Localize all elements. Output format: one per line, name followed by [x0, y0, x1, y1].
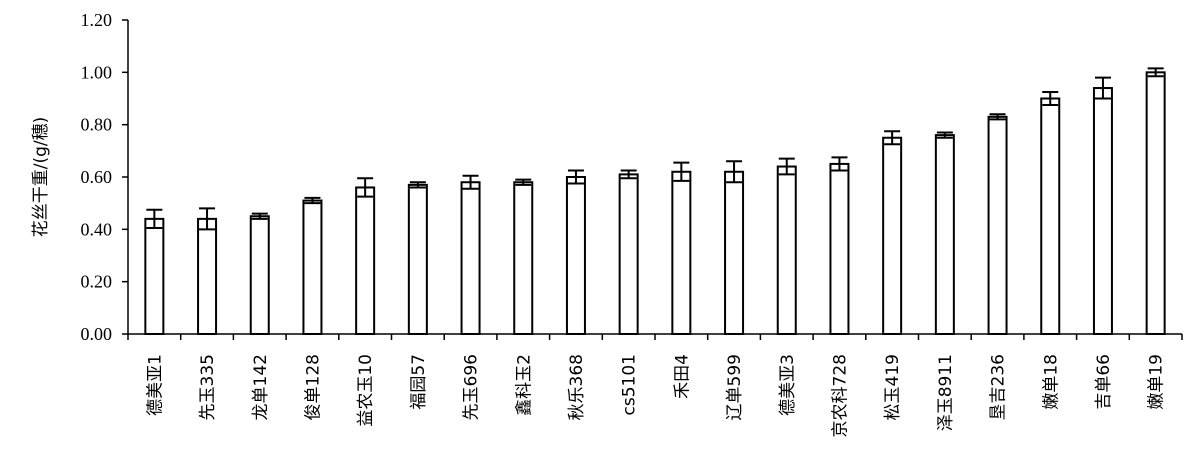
x-tick-label: 德美亚3 [778, 354, 798, 416]
bar [1092, 87, 1113, 335]
y-axis: 0.00 0.20 0.40 0.60 0.80 1.00 1.20 [81, 10, 129, 344]
x-tick-label: cs5101 [620, 354, 640, 415]
bar [144, 217, 165, 335]
x-tick-label: 嫩单19 [1147, 354, 1167, 410]
y-axis-title: 花丝干重/(g/穗) [31, 117, 51, 238]
bar [829, 162, 850, 335]
y-tick-label: 0.40 [81, 219, 113, 239]
x-tick-label: 京农科728 [830, 354, 850, 437]
bar [355, 186, 376, 335]
bars: 德美亚1 先玉335 龙单142 俊单128 益农玉10 福园57 先玉696 鑫科玉2 秋乐3… [144, 67, 1167, 437]
x-tick-label: 松玉419 [883, 354, 903, 420]
bar [618, 173, 639, 335]
bar [460, 181, 481, 335]
x-axis [127, 333, 1183, 340]
x-tick-label: 德美亚1 [145, 354, 165, 416]
x-tick-label: 龙单142 [251, 354, 271, 420]
bar [934, 134, 955, 335]
y-tick-label: 1.20 [81, 10, 113, 30]
x-tick-label: 泽玉8911 [936, 354, 956, 431]
bar [987, 115, 1008, 335]
bar [724, 170, 745, 335]
x-tick-label: 先玉696 [462, 354, 482, 420]
bar [407, 183, 428, 335]
x-tick-label: 禾田4 [672, 354, 692, 399]
bar [565, 176, 586, 335]
x-tick-label: 辽单599 [725, 354, 745, 420]
y-tick-label: 0.80 [81, 115, 113, 135]
x-tick-label: 先玉335 [198, 354, 218, 420]
bar [513, 181, 534, 335]
y-tick-label: 0.20 [81, 272, 113, 292]
bar [249, 215, 270, 335]
bar [1145, 71, 1166, 335]
x-tick-label: 垦吉236 [989, 354, 1009, 420]
bar [671, 170, 692, 335]
bar [1040, 97, 1061, 335]
y-tick-label: 0.60 [81, 167, 113, 187]
bar [776, 165, 797, 335]
x-tick-label: 福园57 [409, 354, 429, 410]
x-tick-label: 益农玉10 [356, 354, 376, 427]
y-tick-label: 0.00 [81, 324, 113, 344]
x-tick-label: 嫩单18 [1041, 354, 1061, 410]
bar [197, 217, 218, 335]
x-tick-label: 俊单128 [303, 354, 323, 420]
x-tick-label: 吉单66 [1094, 354, 1114, 410]
bar [302, 199, 323, 335]
x-tick-label: 秋乐368 [567, 354, 587, 420]
y-tick-label: 1.00 [81, 62, 113, 82]
x-tick-label: 鑫科玉2 [514, 354, 534, 416]
bar [882, 136, 903, 335]
